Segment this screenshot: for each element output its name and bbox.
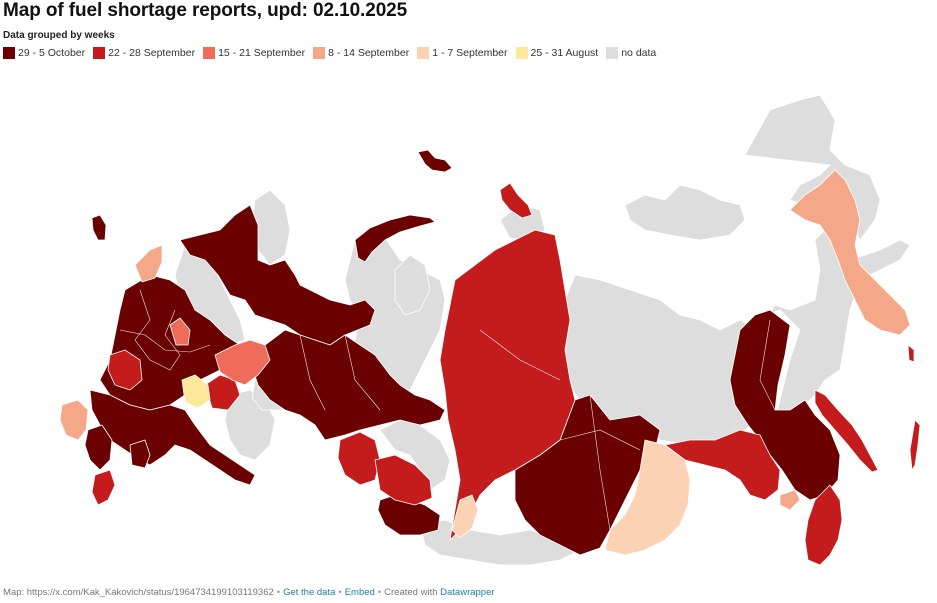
created-with-text: Created with: [384, 587, 438, 598]
region-magadan-kamchatka[interactable]: [789, 169, 911, 336]
legend-item-week-22-28-sep[interactable]: 22 - 28 September: [93, 47, 195, 59]
legend-swatch: [606, 47, 619, 59]
legend-label: 8 - 14 September: [328, 47, 410, 59]
legend-label: 22 - 28 September: [108, 47, 196, 59]
legend-label: no data: [621, 47, 657, 59]
footer-separator: •: [276, 587, 281, 598]
region-kemerovo[interactable]: [374, 454, 433, 506]
footer-source: Map: https://x.com/Kak_Kakovich/status/1…: [3, 587, 274, 598]
legend-swatch: [93, 47, 106, 59]
region-nenets-komi[interactable]: [179, 204, 376, 346]
legend-swatch: [515, 47, 528, 59]
region-crimea[interactable]: [59, 399, 89, 441]
legend-swatch: [203, 47, 216, 59]
legend-swatch: [313, 47, 326, 59]
region-south-west[interactable]: [89, 389, 256, 486]
footer-separator: •: [338, 587, 342, 598]
region-jewish-ao[interactable]: [779, 489, 801, 511]
region-perm-udmurtia[interactable]: [214, 339, 271, 386]
layer-29-oct5: [84, 149, 841, 556]
region-samara[interactable]: [181, 374, 211, 409]
datawrapper-link[interactable]: Datawrapper: [440, 587, 495, 598]
layer-15-21-sep: [169, 317, 271, 386]
footer: Map: https://x.com/Kak_Kakovich/status/1…: [3, 587, 495, 598]
region-no-data-yamal[interactable]: [394, 254, 431, 316]
region-sakhalin-primorye[interactable]: [814, 389, 879, 473]
layer-25-31-aug: [181, 374, 211, 409]
region-franz-josef[interactable]: [417, 149, 453, 173]
legend-swatch: [3, 47, 15, 59]
legend-label: 15 - 21 September: [218, 47, 306, 59]
region-zabaykalsky[interactable]: [664, 429, 781, 501]
get-data-link[interactable]: Get the data: [283, 587, 336, 598]
legend-item-week-8-14-sep[interactable]: 8 - 14 September: [313, 47, 409, 59]
region-yakutia-south[interactable]: [604, 439, 691, 556]
layer-1-7-sep: [451, 439, 691, 556]
region-kamchatka-tip[interactable]: [907, 344, 915, 363]
region-urals-siberia-west[interactable]: [249, 329, 446, 441]
legend-label: 1 - 7 September: [432, 47, 508, 59]
region-orenburg[interactable]: [204, 374, 241, 411]
region-irkutsk-buryatia[interactable]: [514, 394, 661, 556]
region-amur-khabarovsk[interactable]: [729, 309, 841, 501]
region-severnaya-zemlya[interactable]: [499, 182, 533, 219]
region-kuril-islands[interactable]: [909, 419, 921, 471]
region-sw-red[interactable]: [107, 349, 143, 391]
region-tuva[interactable]: [451, 494, 479, 539]
legend: 29 - 5 October 22 - 28 September 15 - 21…: [3, 47, 664, 59]
legend-title: Data grouped by weeks: [3, 30, 115, 41]
legend-item-week-25-31-aug[interactable]: 25 - 31 August: [515, 47, 599, 59]
region-dagestan[interactable]: [129, 439, 151, 469]
legend-item-no-data[interactable]: no data: [606, 47, 656, 59]
footer-separator: •: [377, 587, 382, 598]
embed-link[interactable]: Embed: [344, 587, 375, 598]
region-no-data-chukotka-coast[interactable]: [624, 184, 746, 241]
region-krasnoyarsk[interactable]: [439, 229, 576, 541]
chart-title: Map of fuel shortage reports, upd: 02.10…: [3, 0, 408, 21]
internal-borders: [119, 289, 776, 531]
legend-item-week-29-oct5[interactable]: 29 - 5 October: [3, 47, 85, 59]
layer-8-14-sep: [59, 169, 911, 511]
region-krasnodar-south[interactable]: [91, 469, 116, 506]
legend-label: 29 - 5 October: [18, 47, 86, 59]
legend-swatch: [417, 47, 430, 59]
region-kaliningrad[interactable]: [91, 214, 107, 241]
region-novaya-zemlya[interactable]: [354, 214, 436, 263]
region-murmansk-west[interactable]: [134, 244, 163, 283]
legend-item-week-1-7-sep[interactable]: 1 - 7 September: [417, 47, 508, 59]
region-yaroslavl[interactable]: [169, 317, 191, 346]
region-primorsky[interactable]: [804, 484, 843, 566]
region-omsk-tomsk[interactable]: [337, 431, 381, 486]
legend-item-week-15-21-sep[interactable]: 15 - 21 September: [203, 47, 305, 59]
layer-22-28-sep: [91, 182, 921, 566]
region-crimea-caucasus[interactable]: [84, 424, 113, 471]
legend-label: 25 - 31 August: [530, 47, 599, 59]
